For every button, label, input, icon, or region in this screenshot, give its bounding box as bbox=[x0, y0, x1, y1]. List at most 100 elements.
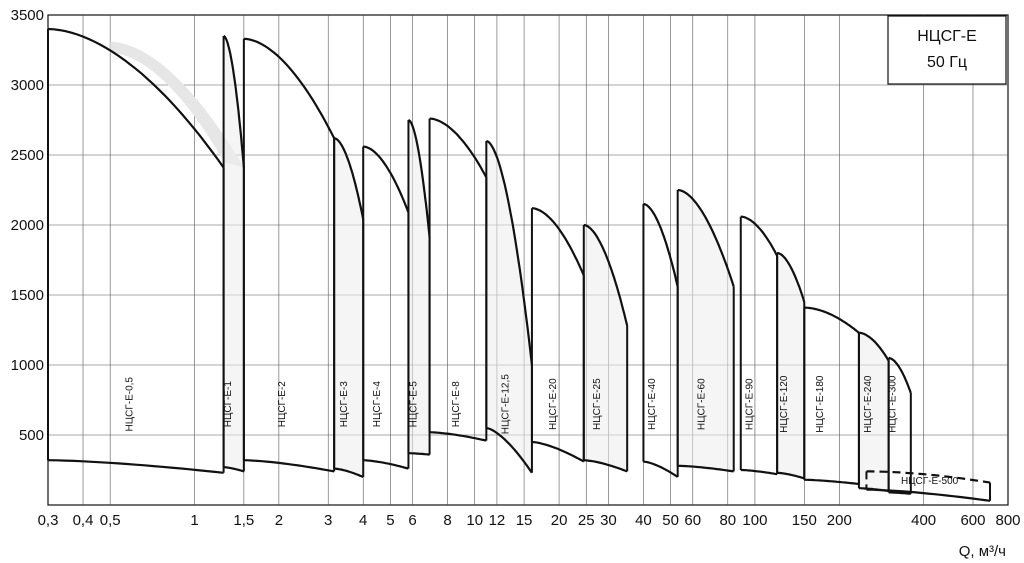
series-label: НЦСГ-Е-60 bbox=[696, 378, 707, 430]
series-label: НЦСГ-Е-1 bbox=[223, 381, 234, 428]
series-label: НЦСГ-Е-300 bbox=[888, 375, 899, 433]
series-label: НЦСГ-Е-8 bbox=[451, 381, 462, 428]
upper-curve bbox=[858, 331, 890, 362]
lower-curve bbox=[677, 464, 734, 473]
x-tick-label: 150 bbox=[792, 512, 817, 529]
x-tick-label: 20 bbox=[551, 512, 568, 529]
upper-curve bbox=[866, 470, 991, 484]
series-label: НЦСГ-Е-2 bbox=[277, 381, 288, 428]
y-tick-label: 2500 bbox=[11, 147, 44, 164]
x-tick-label: 800 bbox=[995, 512, 1020, 529]
y-tick-label: 3500 bbox=[11, 7, 44, 24]
series-label: НЦСГ-Е-20 bbox=[548, 378, 559, 430]
x-tick-label: 8 bbox=[443, 512, 451, 529]
y-tick-label: 500 bbox=[19, 427, 44, 444]
series-0 bbox=[47, 27, 225, 474]
series-14 bbox=[803, 306, 860, 486]
lower-curve bbox=[363, 459, 409, 470]
x-tick-label: 3 bbox=[324, 512, 332, 529]
x-tick-label: 0,5 bbox=[100, 512, 121, 529]
lower-curve bbox=[804, 478, 860, 486]
lower-curve bbox=[429, 431, 487, 442]
series-label: НЦСГ-Е-90 bbox=[745, 378, 756, 430]
series-9 bbox=[582, 223, 629, 473]
upper-curve bbox=[804, 306, 860, 334]
upper-curve bbox=[223, 34, 245, 168]
y-tick-label: 2000 bbox=[11, 217, 44, 234]
upper-curve bbox=[677, 188, 735, 287]
lower-curve bbox=[583, 459, 628, 473]
series-label: НЦСГ-Е-4 bbox=[372, 381, 383, 428]
range-fill bbox=[334, 138, 364, 477]
upper-curve bbox=[429, 117, 488, 178]
lower-curve bbox=[486, 426, 533, 474]
x-tick-label: 400 bbox=[911, 512, 936, 529]
series-label: НЦСГ-Е-40 bbox=[647, 378, 658, 430]
y-tick-label: 3000 bbox=[11, 77, 44, 94]
series-17 bbox=[865, 470, 991, 502]
range-fill bbox=[583, 225, 628, 472]
upper-curve bbox=[740, 215, 779, 257]
legend-box: НЦСГ-Е 50 Гц bbox=[887, 15, 1007, 85]
series-16 bbox=[887, 356, 912, 495]
series-label: НЦСГ-Е-500 bbox=[901, 476, 959, 487]
lower-curve bbox=[408, 452, 430, 456]
upper-curve bbox=[643, 202, 679, 287]
series-labels: НЦСГ-Е-0,5 НЦСГ-Е-1 НЦСГ-Е-2 НЦСГ-Е-3 НЦСГ-Е… bbox=[124, 374, 958, 487]
series-label: НЦСГ-Е-180 bbox=[815, 375, 826, 433]
y-tick-label: 1500 bbox=[11, 287, 44, 304]
x-tick-label: 0,3 bbox=[38, 512, 59, 529]
lower-curve bbox=[888, 491, 911, 495]
x-tick-label: 10 bbox=[466, 512, 483, 529]
x-tick-label: 100 bbox=[742, 512, 767, 529]
upper-curve bbox=[243, 37, 336, 139]
x-tick-label: 2 bbox=[275, 512, 283, 529]
series-label: НЦСГ-Е-5 bbox=[409, 381, 420, 428]
lower-curve bbox=[866, 488, 991, 502]
lower-curve bbox=[531, 440, 585, 463]
lower-curve bbox=[777, 471, 805, 480]
legend-line-2: 50 Гц bbox=[927, 54, 967, 71]
y-tick-label: 1000 bbox=[11, 357, 44, 374]
upper-curve bbox=[47, 27, 225, 169]
series-4 bbox=[362, 145, 410, 470]
lower-curve bbox=[243, 459, 335, 473]
series-10 bbox=[642, 202, 679, 478]
series-12 bbox=[739, 215, 779, 476]
upper-curve bbox=[363, 145, 410, 213]
range-fill bbox=[677, 190, 734, 472]
range-fill bbox=[486, 141, 532, 473]
series-label: НЦСГ-Е-240 bbox=[863, 375, 874, 433]
lower-curve bbox=[47, 459, 224, 474]
upper-curve bbox=[776, 251, 806, 303]
x-tick-label: 5 bbox=[386, 512, 394, 529]
x-tick-label: 0,4 bbox=[73, 512, 94, 529]
x-tick-label: 1,5 bbox=[233, 512, 254, 529]
series-label: НЦСГ-Е-12,5 bbox=[501, 374, 512, 434]
series-label: НЦСГ-Е-120 bbox=[779, 375, 790, 433]
lower-curve bbox=[643, 460, 679, 478]
axis-ticks: 0,3 0,4 0,5 1 1,5 2 3 4 5 6 8 10 12 15 20 25 30 40 50 60 80 1… bbox=[11, 7, 1021, 529]
x-axis-label: Q, м³/ч bbox=[959, 543, 1006, 560]
range-fill bbox=[858, 332, 889, 491]
x-tick-label: 1 bbox=[190, 512, 198, 529]
series-2 bbox=[242, 37, 336, 473]
upper-curve bbox=[407, 118, 431, 238]
upper-curve bbox=[485, 139, 533, 366]
x-tick-label: 25 bbox=[578, 512, 595, 529]
x-tick-label: 4 bbox=[359, 512, 367, 529]
x-tick-label: 6 bbox=[408, 512, 416, 529]
range-fill bbox=[408, 120, 430, 455]
series-11 bbox=[676, 188, 735, 473]
range-fill bbox=[777, 253, 805, 479]
x-tick-label: 12 bbox=[489, 512, 506, 529]
curves bbox=[47, 27, 991, 502]
series-label: НЦСГ-Е-0,5 bbox=[124, 377, 135, 432]
series-label: НЦСГ-Е-25 bbox=[592, 378, 603, 430]
lower-curve bbox=[740, 468, 778, 476]
upper-curve bbox=[583, 223, 629, 327]
shaded-band bbox=[110, 41, 244, 168]
lower-curve bbox=[334, 467, 364, 479]
x-tick-label: 50 bbox=[662, 512, 679, 529]
